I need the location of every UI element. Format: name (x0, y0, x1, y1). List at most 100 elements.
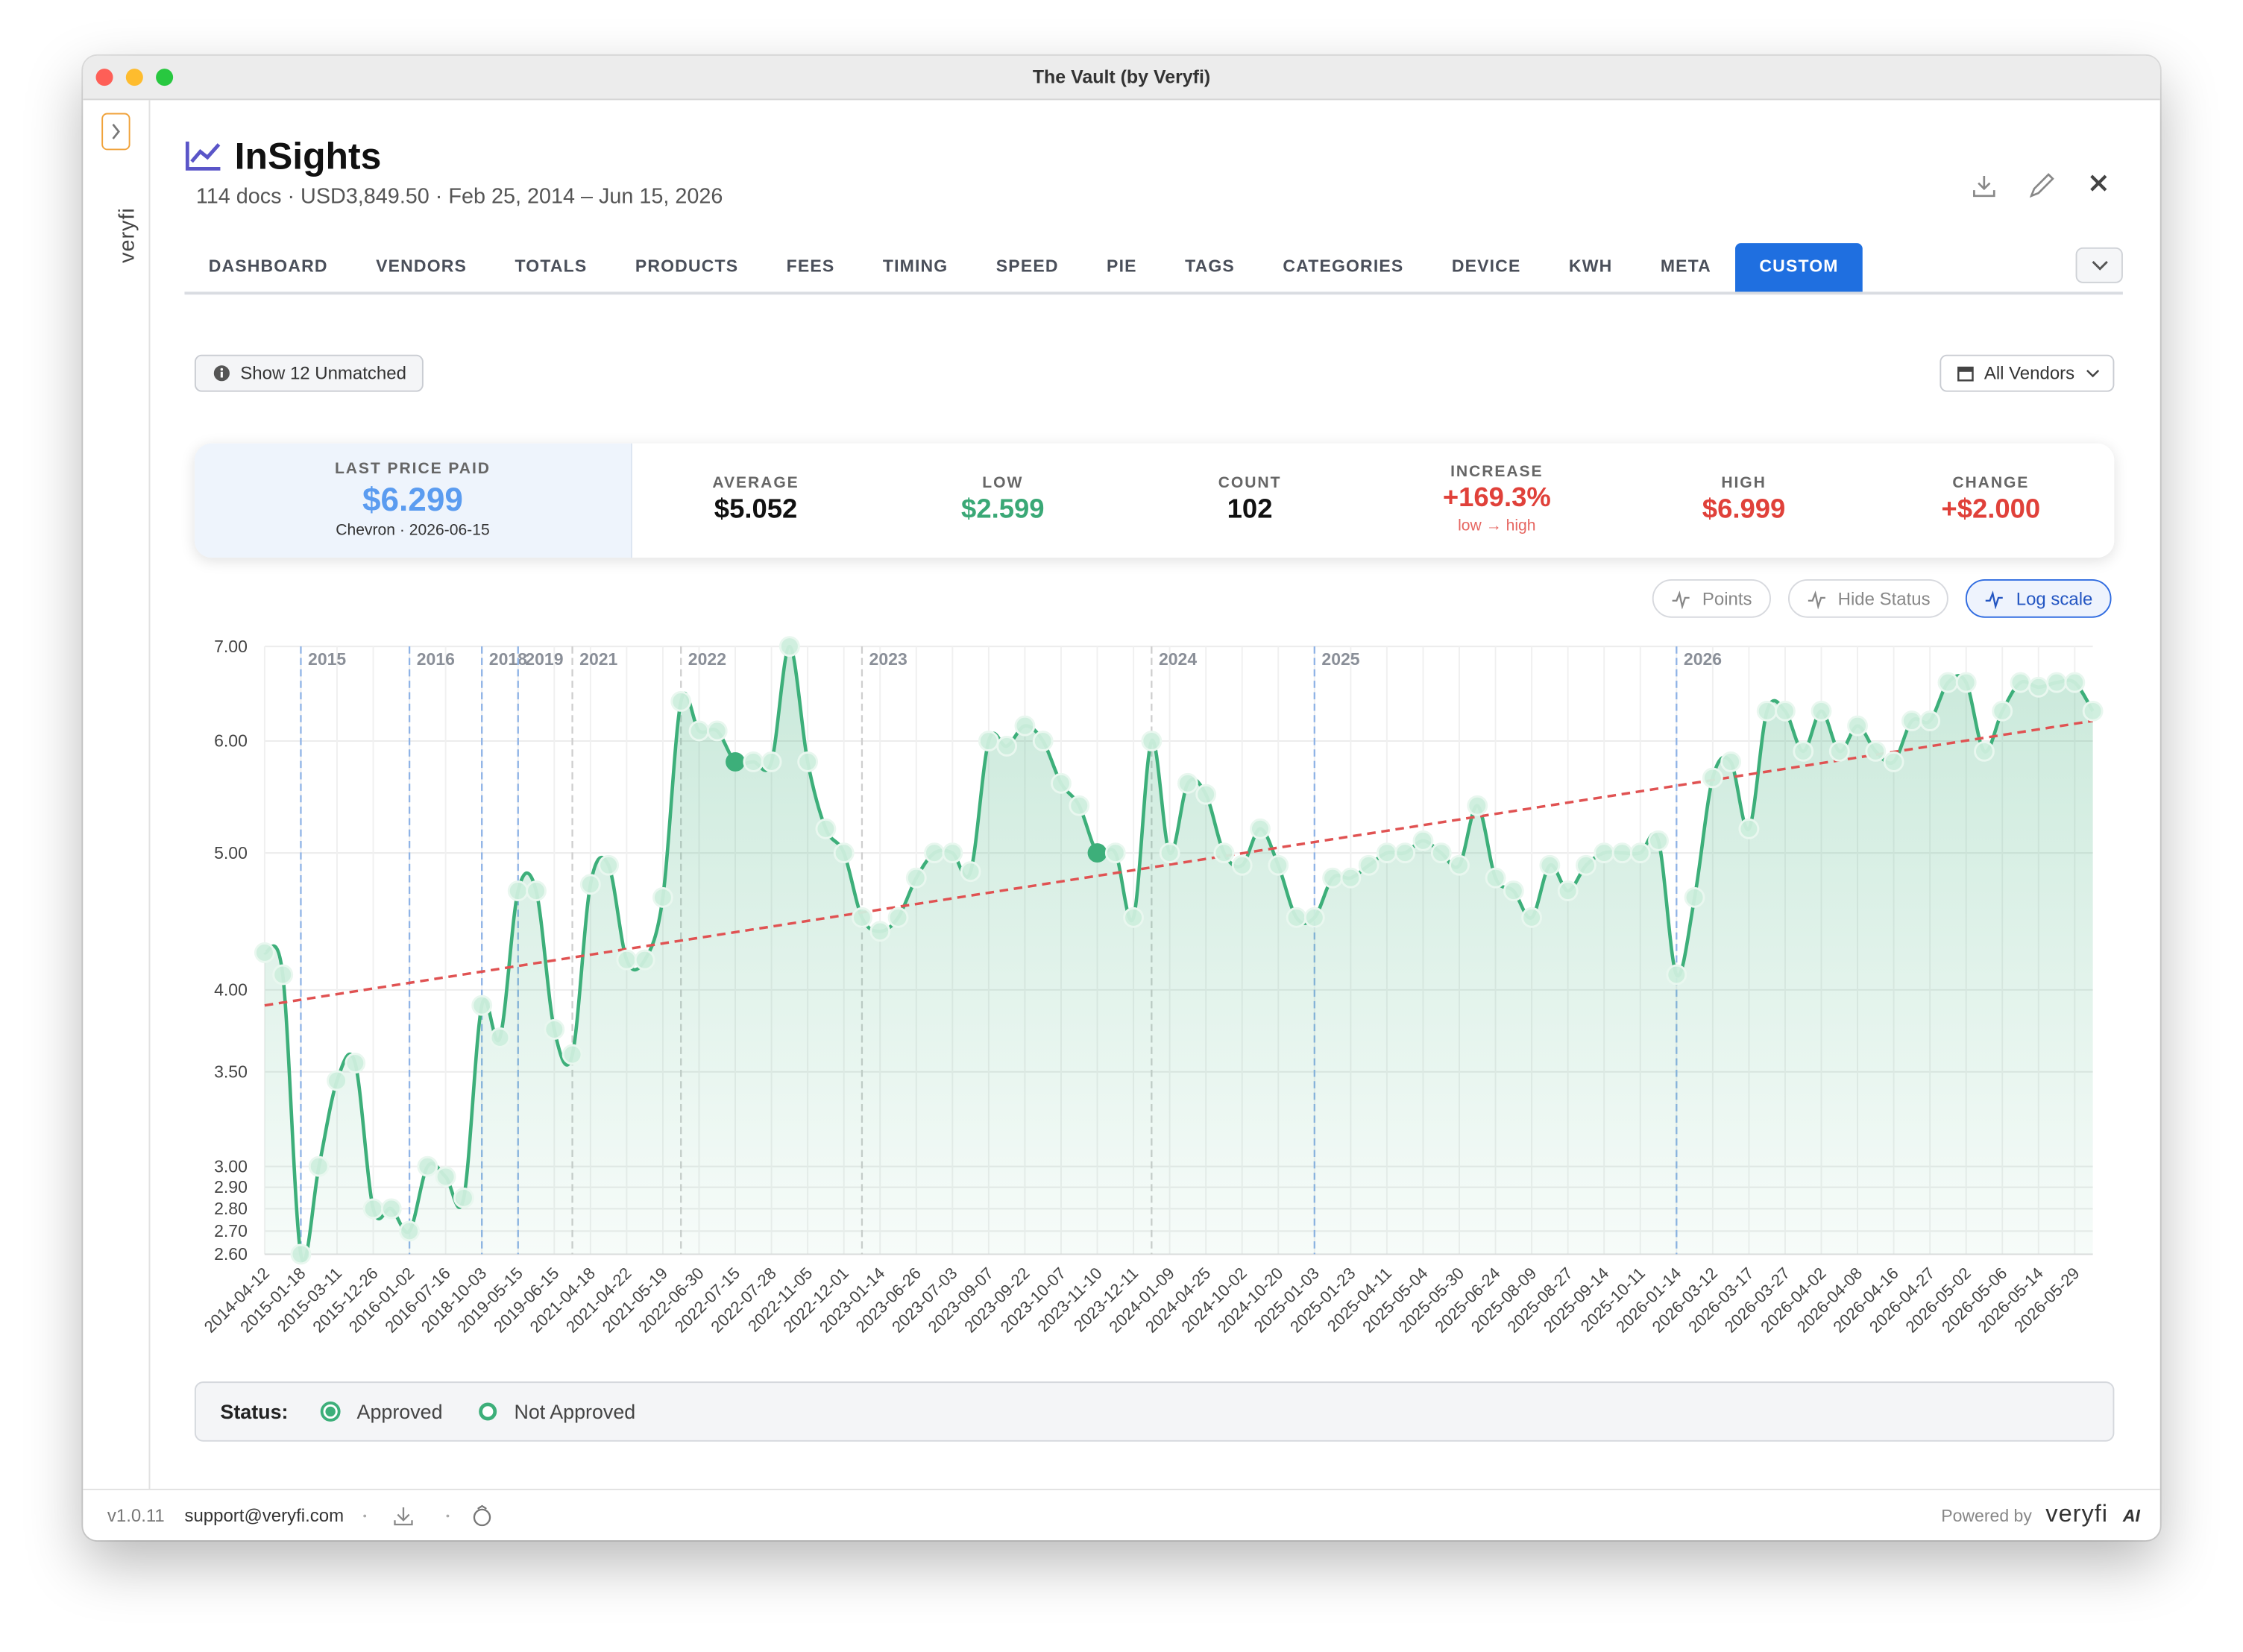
price-point (852, 907, 872, 928)
tab[interactable]: DEVICE (1451, 256, 1521, 277)
price-point (1503, 880, 1524, 901)
app-window: The Vault (by Veryfi) veryfi InSights 11… (83, 55, 2160, 1541)
tab[interactable]: FEES (786, 256, 835, 277)
stat-label: HIGH (1721, 474, 1767, 492)
tab[interactable]: VENDORS (376, 256, 468, 277)
year-label: 2016 (417, 649, 455, 669)
unmatched-button[interactable]: Show 12 Unmatched (194, 354, 424, 392)
powered-by: Powered by (1941, 1506, 2032, 1526)
price-point (1014, 715, 1036, 737)
price-point (924, 842, 945, 864)
chart-toggle[interactable]: Hide Status (1787, 578, 1949, 618)
price-point (1955, 672, 1977, 693)
footer-ai: AI (2122, 1506, 2140, 1526)
page-subtitle: 114 docs · USD3,849.50 · Feb 25, 2014 – … (195, 184, 723, 209)
tab[interactable]: CUSTOM (1735, 243, 1863, 294)
close-icon[interactable] (2090, 174, 2107, 192)
price-area (264, 646, 2093, 1261)
y-tick-label: 2.60 (214, 1244, 248, 1264)
price-point (1340, 867, 1362, 889)
download-icon[interactable] (1973, 175, 1995, 198)
tab[interactable]: KWH (1568, 256, 1613, 277)
stat-value: $6.299 (362, 480, 463, 518)
tab[interactable]: TOTALS (515, 256, 588, 277)
price-point (1539, 854, 1561, 876)
last-price: LAST PRICE PAID $6.299 Chevron · 2026-06… (194, 443, 632, 558)
tab-bar: DASHBOARD VENDORS TOTALS PRODUCTS FEES TIMING… (184, 243, 1863, 294)
stat-note: Chevron · 2026-06-15 (336, 522, 490, 540)
price-point (399, 1220, 421, 1242)
close-light[interactable] (95, 69, 113, 86)
price-point (507, 880, 529, 901)
price-point (380, 1198, 402, 1220)
toggle-label: Log scale (2016, 588, 2093, 609)
price-point (1467, 795, 1488, 816)
edit-icon[interactable] (2029, 173, 2054, 198)
tab[interactable]: TAGS (1185, 256, 1235, 277)
price-point (1992, 700, 2013, 722)
price-point (1775, 700, 1796, 722)
tab[interactable]: TIMING (882, 256, 949, 277)
toggle-icon (1986, 590, 2004, 609)
tab[interactable]: PIE (1107, 256, 1137, 277)
chart-toggle[interactable]: Log scale (1966, 578, 2112, 618)
tab[interactable]: SPEED (995, 256, 1059, 277)
year-label: 2025 (1321, 649, 1359, 669)
price-point (1629, 842, 1651, 864)
tab[interactable]: META (1660, 256, 1711, 277)
price-point (1177, 772, 1198, 794)
price-point (1051, 772, 1072, 794)
price-point (1756, 700, 1778, 722)
stat: CHANGE +$2.000 (1867, 444, 2114, 558)
support-email[interactable]: support@veryfi.com (184, 1506, 345, 1526)
price-point (833, 842, 855, 864)
y-tick-label: 3.00 (214, 1156, 248, 1176)
price-point (308, 1156, 330, 1177)
tab[interactable]: DASHBOARD (208, 256, 328, 277)
price-point (1213, 842, 1235, 864)
title-bar: The Vault (by Veryfi) (83, 55, 2160, 101)
tab[interactable]: CATEGORIES (1283, 256, 1404, 277)
expand-button[interactable] (101, 113, 130, 151)
toggle-label: Hide Status (1837, 588, 1931, 609)
price-point (652, 886, 673, 908)
price-point (2064, 672, 2086, 693)
price-point (1521, 907, 1543, 928)
price-point (1974, 740, 1995, 762)
price-point (417, 1156, 438, 1177)
status-legend: Status: Approved Not Approved (194, 1381, 2115, 1442)
vendor-select[interactable]: All Vendors (1940, 354, 2115, 392)
unmatched-label: Show 12 Unmatched (240, 363, 406, 384)
sidebar: veryfi (83, 100, 151, 1489)
price-point (1702, 767, 1723, 789)
tab[interactable]: PRODUCTS (635, 256, 739, 277)
price-point (1883, 751, 1904, 772)
y-tick-label: 7.00 (214, 637, 248, 656)
toggle-icon (1808, 590, 1825, 609)
price-point (1268, 854, 1289, 876)
stat-value: 102 (1227, 494, 1273, 526)
price-chart: 2.60 2.70 2.80 2.903.00 3.50 4.00 5.00 6.00 7.00… (201, 636, 2104, 1337)
zoom-light[interactable] (156, 69, 174, 86)
minimize-light[interactable] (125, 69, 143, 86)
price-point (272, 964, 294, 986)
price-point (1666, 964, 1687, 986)
year-label: 2026 (1684, 649, 1722, 669)
stat-label: COUNT (1218, 474, 1282, 492)
price-point (887, 907, 909, 928)
price-point (688, 720, 710, 742)
support-icon[interactable] (473, 1504, 491, 1527)
download-icon[interactable] (394, 1507, 413, 1526)
stat-value: $6.999 (1702, 494, 1786, 526)
price-point (797, 751, 819, 772)
chart-toggle[interactable]: Points (1652, 578, 1771, 618)
store-icon (1957, 366, 1974, 382)
price-point (1594, 842, 1615, 864)
year-label: 2019 (525, 649, 563, 669)
y-tick-label: 3.50 (214, 1062, 248, 1081)
tabs-menu-button[interactable] (2075, 247, 2123, 283)
price-point (1322, 867, 1344, 889)
stat-label: INCREASE (1450, 463, 1544, 481)
stat-label: AVERAGE (712, 474, 799, 492)
